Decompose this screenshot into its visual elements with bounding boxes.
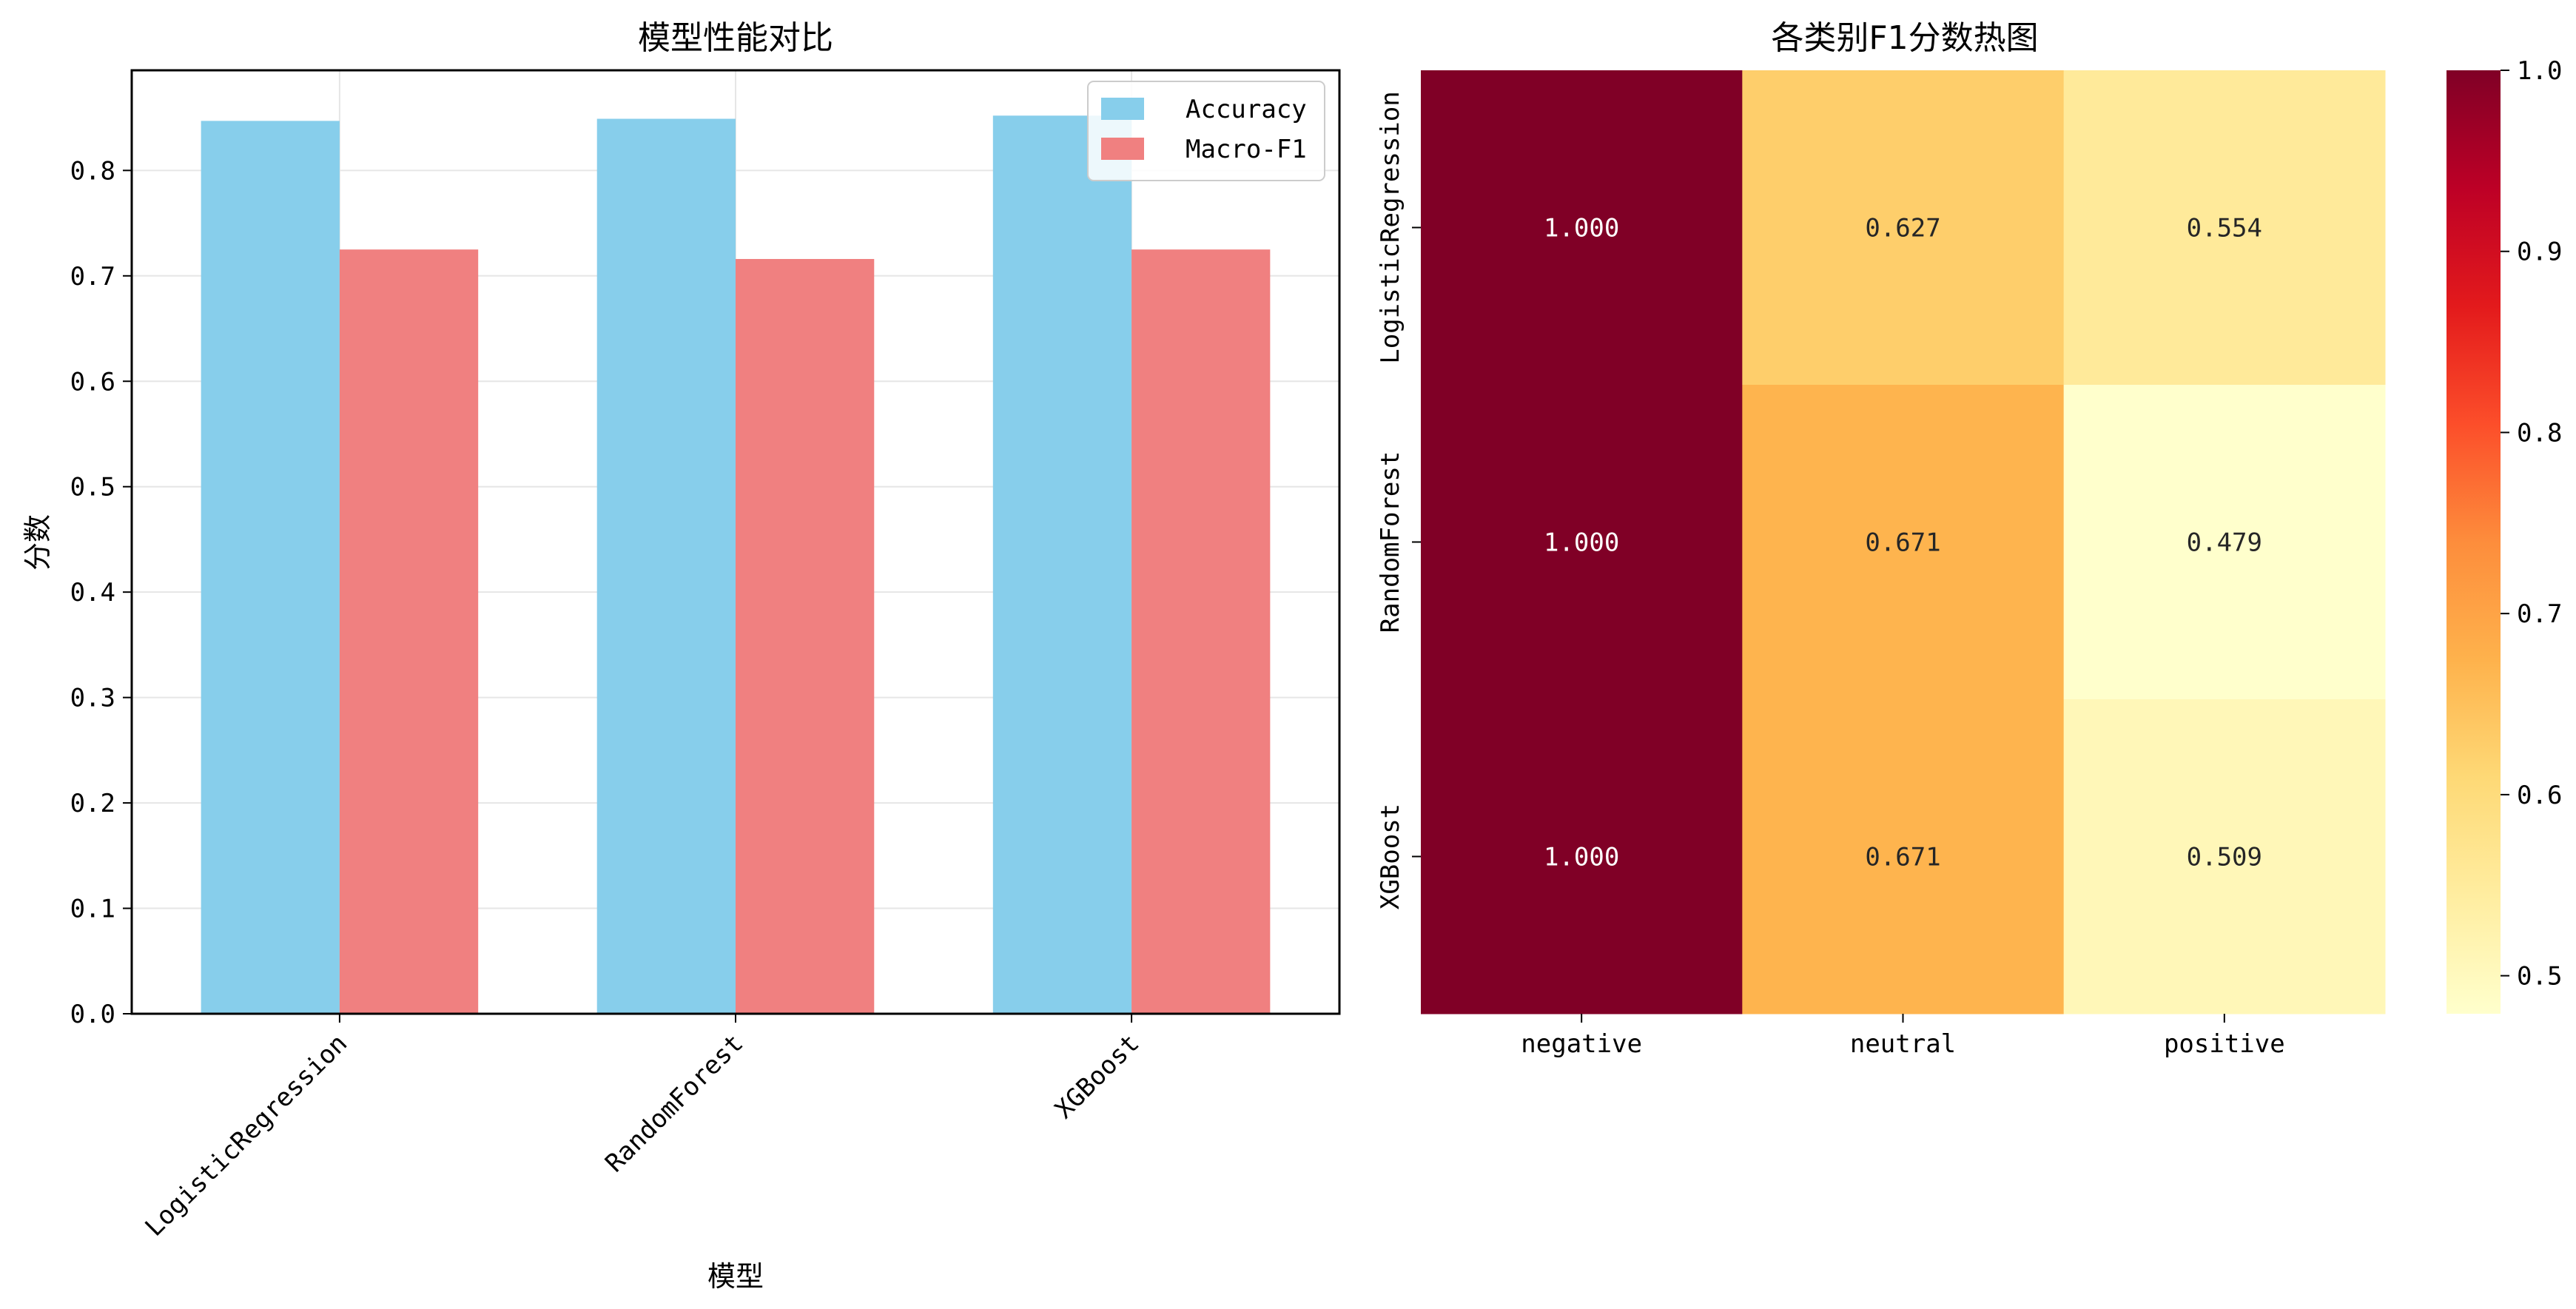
legend-swatch-accuracy <box>1101 98 1144 120</box>
colorbar-tick-label: 0.6 <box>2517 781 2562 810</box>
bar-accuracy-1 <box>596 118 736 1014</box>
bar-chart-title: 模型性能对比 <box>638 19 833 57</box>
bar-y-tick-label: 0.7 <box>70 262 115 292</box>
heatmap-cell-2-1 <box>1742 699 2065 1014</box>
bar-macro-f1-1 <box>736 259 875 1014</box>
legend-swatch-macro-f1 <box>1101 138 1144 160</box>
heatmap-row-ticks: LogisticRegression RandomForest XGBoost <box>1376 91 1421 909</box>
colorbar-tick-label: 0.7 <box>2517 599 2562 629</box>
bar-macro-f1-2 <box>1131 249 1271 1014</box>
heatmap-cell-label: 0.554 <box>2187 214 2262 243</box>
bar-y-tick-label: 0.8 <box>70 156 115 186</box>
colorbar-tick-label: 0.9 <box>2517 238 2562 267</box>
heatmap-column-label: positive <box>2164 1029 2285 1059</box>
bar-x-axis-label: 模型 <box>707 1260 764 1293</box>
heatmap-cell-1-2 <box>2063 385 2386 700</box>
colorbar-tick-label: 1.0 <box>2517 56 2562 86</box>
bar-accuracy-0 <box>201 121 340 1014</box>
bar-y-tick-label: 0.6 <box>70 367 115 397</box>
colorbar-gradient <box>2446 70 2501 1014</box>
legend-label-accuracy: Accuracy <box>1186 95 1307 124</box>
bar-legend: Accuracy Macro-F1 <box>1087 81 1325 181</box>
heatmap-cell-labels: 1.000 0.627 0.554 1.000 0.671 0.479 1.000 0.671… <box>1544 214 2262 872</box>
bar-x-ticks: LogisticRegression RandomForest XGBoost <box>139 1014 1145 1242</box>
legend-frame <box>1087 81 1325 181</box>
heatmap-chart: 各类别F1分数热图 1.000 0.627 0.554 1.000 0.671 0.479… <box>1376 19 2562 1059</box>
heatmap-cell-2-2 <box>2063 699 2386 1014</box>
bar-y-axis-label: 分数 <box>21 514 54 571</box>
heatmap-cell-0-0 <box>1421 70 1743 386</box>
heatmap-cell-label: 0.509 <box>2187 843 2262 872</box>
bar-accuracy-2 <box>992 115 1132 1014</box>
heatmap-column-label: neutral <box>1850 1029 1956 1059</box>
heatmap-cell-label: 0.479 <box>2187 528 2262 558</box>
colorbar: 0.5 0.6 0.7 0.8 0.9 1.0 <box>2446 56 2562 1014</box>
heatmap-row-label: RandomForest <box>1376 451 1405 633</box>
heatmap-column-label: negative <box>1521 1029 1642 1059</box>
heatmap-cell-label: 0.627 <box>1865 214 1940 243</box>
heatmap-title: 各类别F1分数热图 <box>1771 19 2038 57</box>
colorbar-tick-label: 0.8 <box>2517 418 2562 448</box>
heatmap-cell-label: 1.000 <box>1544 843 1619 872</box>
bar-x-tick-label: RandomForest <box>599 1029 749 1178</box>
heatmap-cell-label: 1.000 <box>1544 528 1619 558</box>
bar-chart: 模型性能对比 0.0 0.1 0.2 0.3 0.4 0.5 0.6 0.7 0.8 Logis… <box>21 19 1341 1293</box>
bar-y-tick-label: 0.0 <box>70 1000 115 1029</box>
heatmap-column-ticks: negative neutral positive <box>1521 1014 2285 1059</box>
heatmap-cell-0-2 <box>2063 70 2386 386</box>
heatmap-cell-1-1 <box>1742 385 2065 700</box>
bar-x-tick-label: LogisticRegression <box>139 1029 353 1242</box>
heatmap-row-label: LogisticRegression <box>1376 91 1405 363</box>
heatmap-row-label: XGBoost <box>1376 804 1405 909</box>
heatmap-cell-0-1 <box>1742 70 2065 386</box>
colorbar-ticks: 0.5 0.6 0.7 0.8 0.9 1.0 <box>2501 56 2562 992</box>
bar-x-tick-label: XGBoost <box>1049 1029 1146 1125</box>
bar-y-tick-label: 0.4 <box>70 578 115 608</box>
heatmap-cell-label: 1.000 <box>1544 214 1619 243</box>
legend-label-macro-f1: Macro-F1 <box>1186 135 1307 164</box>
bar-y-tick-label: 0.1 <box>70 895 115 924</box>
heatmap-cells <box>1421 70 2386 1014</box>
bar-y-tick-label: 0.3 <box>70 684 115 713</box>
heatmap-cell-label: 0.671 <box>1865 843 1940 872</box>
heatmap-cell-2-0 <box>1421 699 1743 1014</box>
bar-y-tick-label: 0.2 <box>70 789 115 818</box>
colorbar-tick-label: 0.5 <box>2517 962 2562 992</box>
bar-macro-f1-0 <box>339 249 479 1014</box>
bar-y-ticks: 0.0 0.1 0.2 0.3 0.4 0.5 0.6 0.7 0.8 <box>70 156 132 1029</box>
bar-marks <box>201 115 1271 1014</box>
heatmap-cell-1-0 <box>1421 385 1743 700</box>
heatmap-cell-label: 0.671 <box>1865 528 1940 558</box>
bar-y-tick-label: 0.5 <box>70 473 115 502</box>
